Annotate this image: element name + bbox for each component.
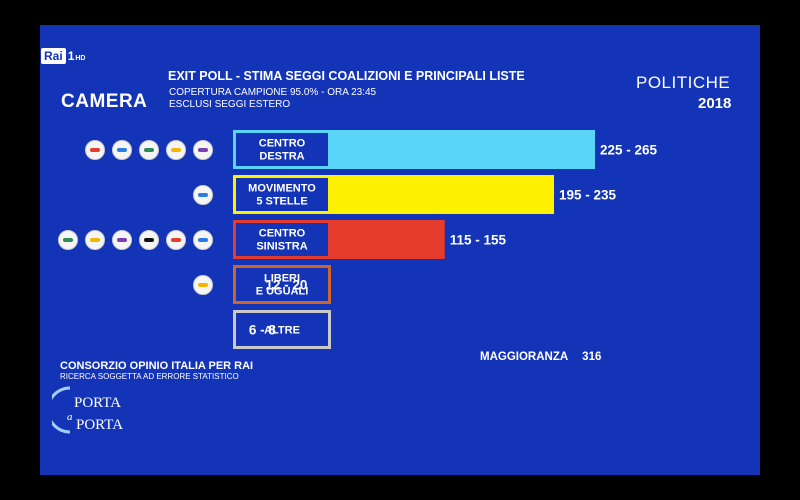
channel-number: 1HD	[68, 49, 86, 63]
election-name: POLITICHE	[636, 73, 731, 92]
broadcaster-logo: Rai 1HD	[41, 48, 86, 64]
bar-label-box-2	[233, 220, 331, 259]
party-logo-icon	[58, 229, 78, 250]
category-label-1-0: MOVIMENTO	[248, 183, 316, 195]
show-logo-line2: a	[67, 411, 73, 423]
show-logo-line1: PORTA	[74, 395, 121, 411]
party-logo-icon	[193, 139, 213, 160]
category-label-0-0: CENTRO	[259, 138, 306, 150]
show-logo-line3: PORTA	[76, 417, 123, 433]
range-label-2: 115 - 155	[450, 233, 507, 248]
chart-title: EXIT POLL - STIMA SEGGI COALIZIONI E PRI…	[168, 69, 525, 83]
range-label-1: 195 - 235	[559, 188, 617, 203]
tv-screen: Rai 1HD CAMERA EXIT POLL - STIMA SEGGI C…	[40, 25, 760, 475]
category-label-2-0: CENTRO	[259, 228, 306, 240]
party-logo-icon	[193, 184, 213, 205]
bar-label-box-4	[233, 310, 331, 349]
channel-digit: 1	[67, 49, 75, 63]
party-logo-icon	[112, 139, 132, 160]
majority-value: 316	[582, 351, 602, 363]
party-logo-icon	[112, 229, 132, 250]
statistical-disclaimer: RICERCA SOGGETTA AD ERRORE STATISTICO	[60, 372, 239, 381]
sample-coverage: COPERTURA CAMPIONE 95.0% - ORA 23:45	[169, 87, 377, 98]
exclusion-note: ESCLUSI SEGGI ESTERO	[169, 99, 291, 110]
bar-label-box-0	[233, 130, 331, 169]
category-label-3-1: E UGUALI	[256, 286, 309, 298]
poll-source: CONSORZIO OPINIO ITALIA PER RAI	[60, 360, 254, 372]
party-logo-icon	[166, 229, 186, 250]
party-logo-icon	[85, 229, 105, 250]
majority-threshold: MAGGIORANZA 316	[480, 351, 601, 363]
bar-label-box-1	[233, 175, 331, 214]
category-label-4-0: ALTRE	[264, 325, 300, 337]
bar-label-box-3	[233, 265, 331, 304]
majority-label: MAGGIORANZA	[480, 351, 569, 363]
category-label-1-1: 5 STELLE	[256, 196, 307, 208]
channel-suffix: HD	[75, 55, 86, 62]
party-logo-icon	[193, 274, 213, 295]
range-label-0: 225 - 265	[600, 143, 658, 158]
range-label-4: 6 - 8	[249, 323, 277, 338]
party-logo-icon	[139, 229, 159, 250]
party-logo-icon	[85, 139, 105, 160]
category-label-0-1: DESTRA	[259, 151, 304, 163]
category-label-3-0: LIBERI	[264, 273, 300, 285]
show-logo-arc	[52, 386, 71, 434]
range-label-3: 12 - 20	[265, 278, 307, 293]
party-logo-icon	[139, 139, 159, 160]
election-year: 2018	[698, 95, 732, 112]
rai-logo: Rai	[41, 48, 66, 64]
category-label-2-1: SINISTRA	[256, 241, 307, 253]
party-logo-icon	[166, 139, 186, 160]
porta-a-porta-logo: PORTA a PORTA	[52, 386, 123, 434]
chamber-title: CAMERA	[61, 91, 148, 112]
party-logo-icon	[193, 229, 213, 250]
